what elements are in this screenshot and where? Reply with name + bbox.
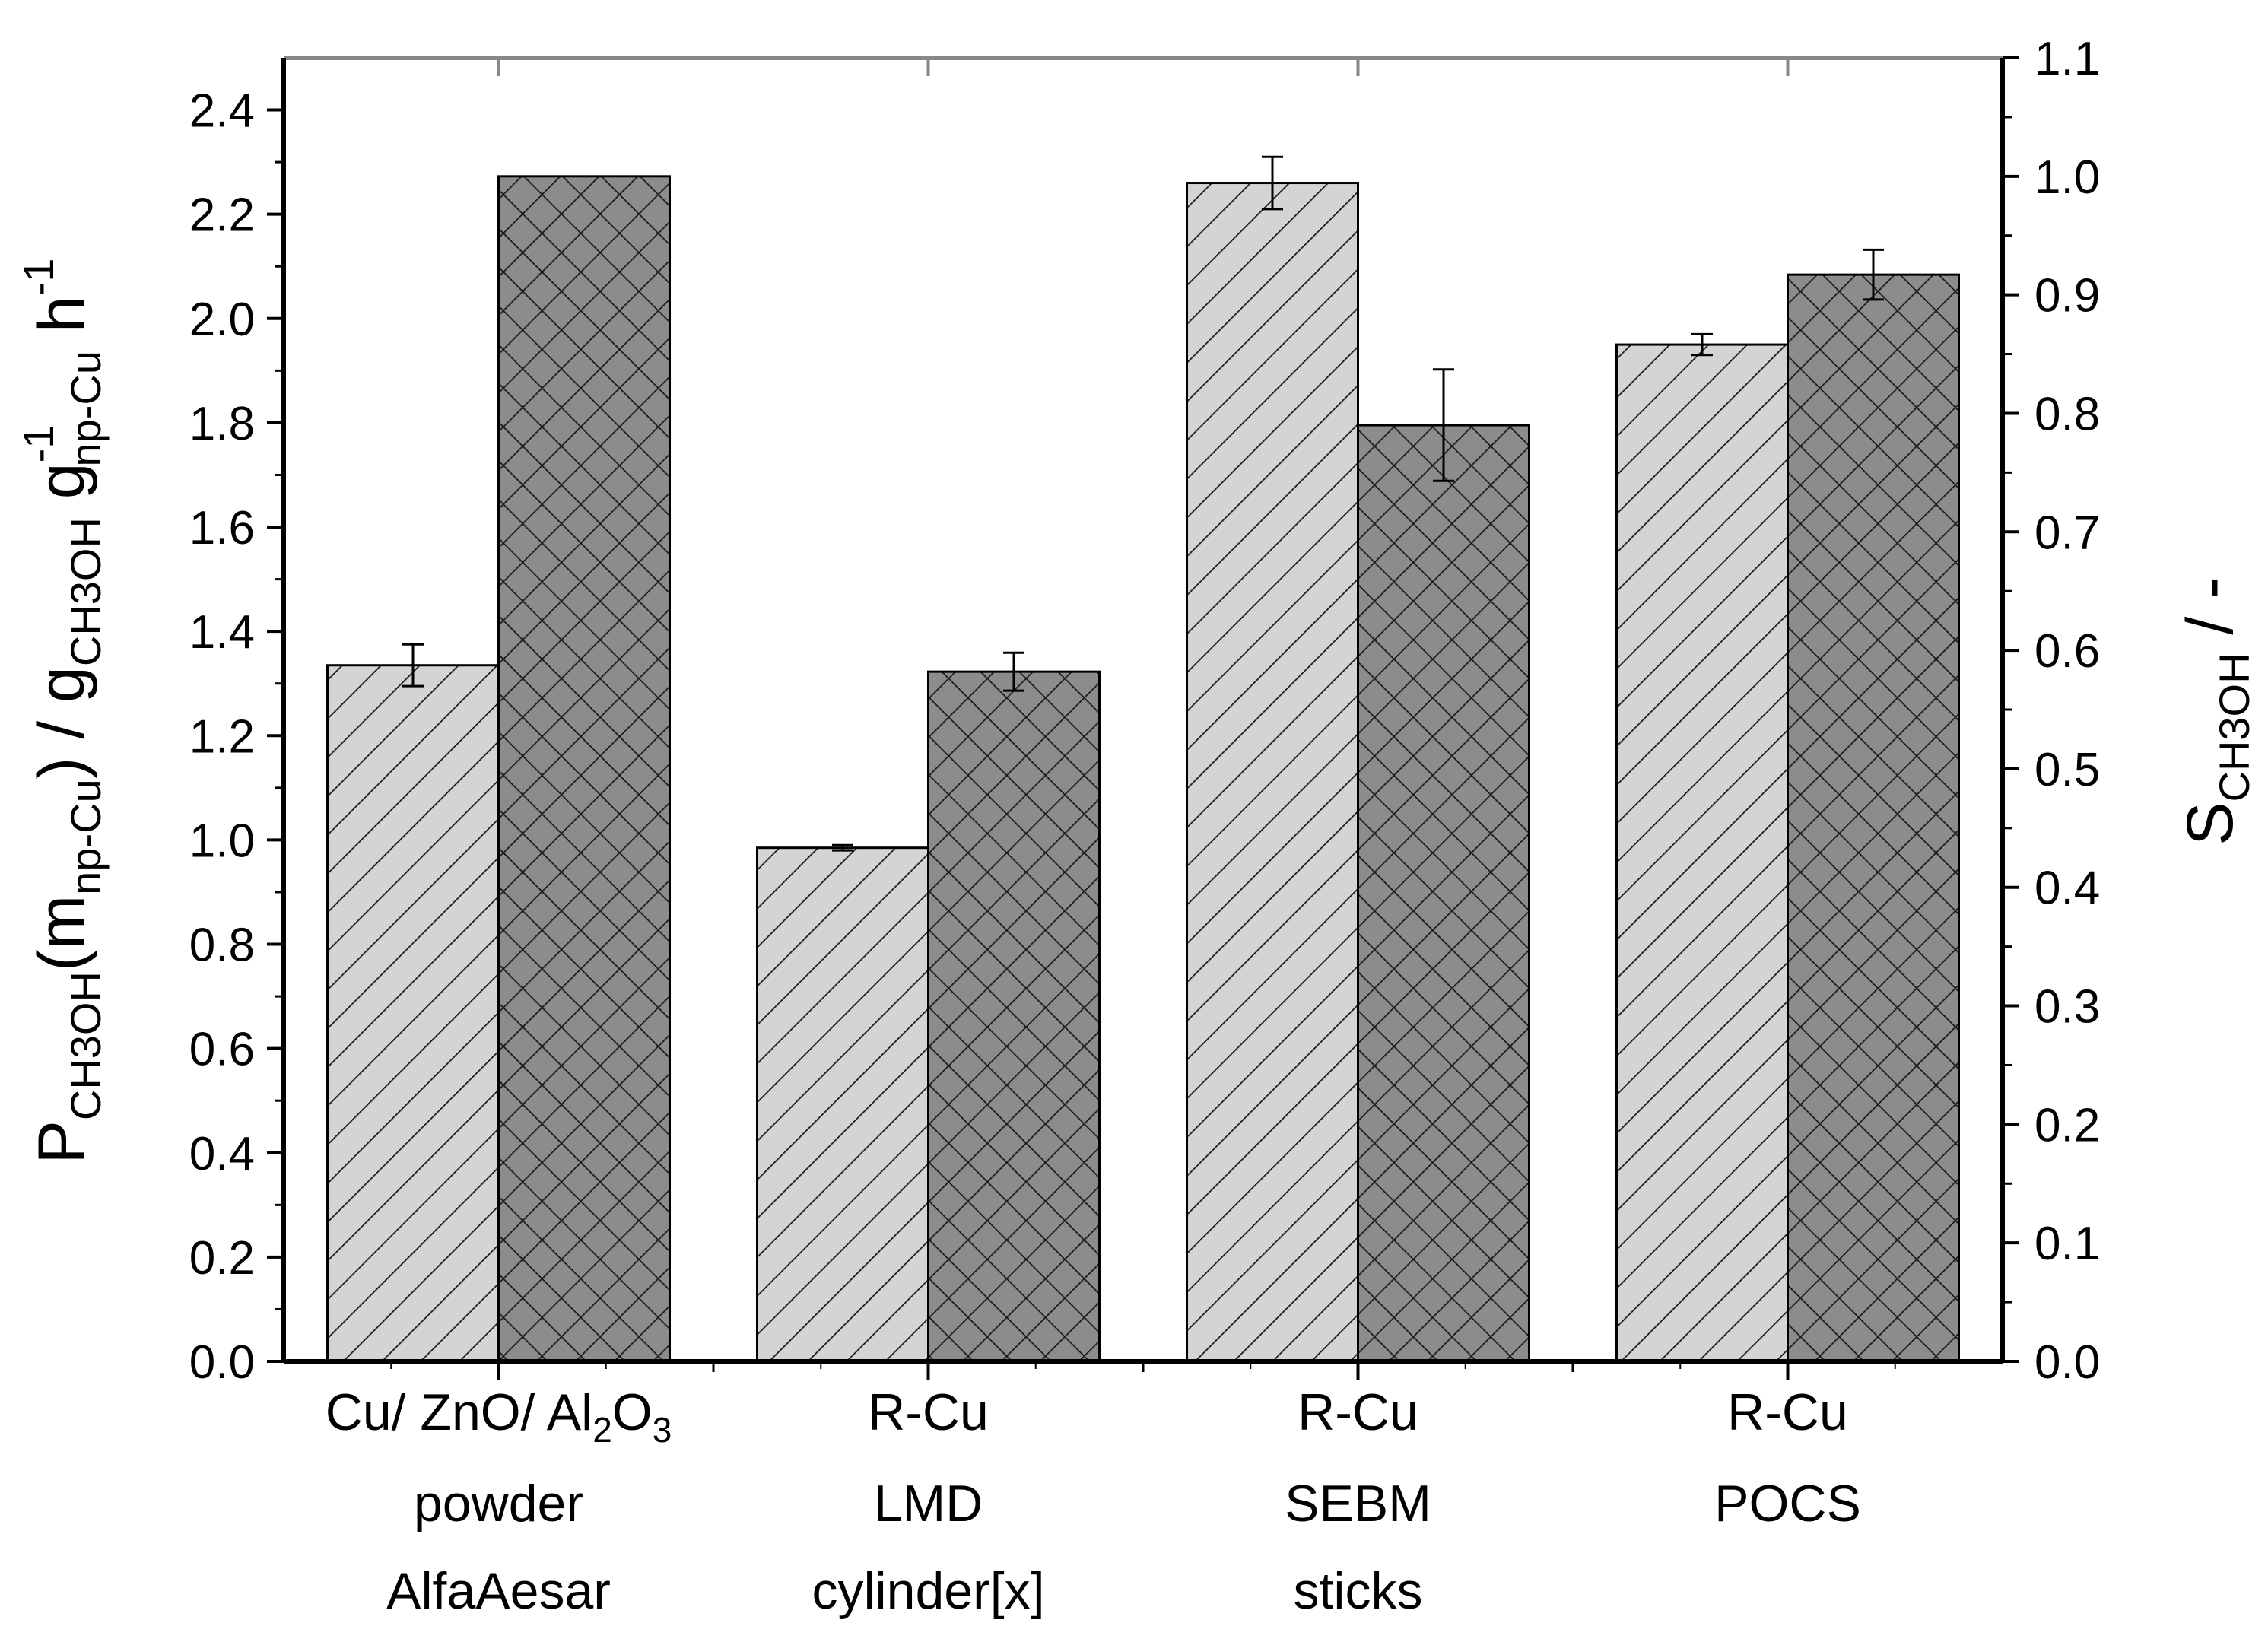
y-right-tick-label: 0.2 bbox=[2035, 1099, 2100, 1151]
y-right-tick-label: 0.6 bbox=[2035, 625, 2100, 678]
x-category-label: POCS bbox=[1714, 1475, 1861, 1532]
y-left-axis-title: PCH3OH(mnp-Cu) / gCH3OH g-1np-Cu h-1 bbox=[14, 259, 110, 1164]
bar-selectivity-0 bbox=[497, 175, 671, 1363]
y-left-tick-label: 0.4 bbox=[189, 1128, 255, 1180]
ticks-layer bbox=[267, 56, 2019, 1380]
y-right-tick-label: 0.8 bbox=[2035, 388, 2100, 440]
y-right-tick-label: 0.7 bbox=[2035, 507, 2100, 559]
y-right-tick-label: 0.4 bbox=[2035, 862, 2100, 915]
bar-selectivity-3 bbox=[1787, 273, 1960, 1363]
x-category-label: R-Cu bbox=[1727, 1383, 1848, 1441]
x-category-label: powder bbox=[414, 1475, 583, 1532]
error-bars-layer bbox=[402, 155, 1884, 852]
x-category-label: SEBM bbox=[1285, 1475, 1431, 1532]
labels-layer: 0.0 0.2 0.4 0.6 0.8 1.0 1.2 1.4 1.6 1.8 2.0 2.2 2.4 0… bbox=[189, 33, 2100, 1620]
bar-productivity-1 bbox=[756, 846, 929, 1363]
bar-productivity-0 bbox=[326, 664, 500, 1363]
y-right-tick-label: 1.0 bbox=[2035, 151, 2100, 204]
y-right-tick-label: 1.1 bbox=[2035, 33, 2100, 85]
y-left-tick-label: 1.4 bbox=[189, 606, 255, 659]
bar-productivity-3 bbox=[1615, 343, 1789, 1363]
y-left-tick-label: 1.2 bbox=[189, 710, 255, 763]
y-left-tick-label: 0.6 bbox=[189, 1024, 255, 1076]
y-left-tick-label: 1.0 bbox=[189, 815, 255, 867]
y-right-tick-label: 0.3 bbox=[2035, 981, 2100, 1034]
y-left-tick-label: 2.0 bbox=[189, 294, 255, 346]
y-left-tick-label: 2.4 bbox=[189, 85, 255, 138]
y-left-tick-label: 0.8 bbox=[189, 919, 255, 972]
x-category-label: cylinder[x] bbox=[812, 1562, 1044, 1620]
x-category-label: R-Cu bbox=[1298, 1383, 1418, 1441]
y-left-tick-label: 0.0 bbox=[189, 1336, 255, 1389]
x-category-label: LMD bbox=[874, 1475, 983, 1532]
x-category-label: Cu/ ZnO/ Al2O3 bbox=[326, 1383, 672, 1450]
y-right-axis-title: SCH3OH / - bbox=[2174, 576, 2258, 846]
bar-selectivity-2 bbox=[1357, 424, 1530, 1363]
bar-selectivity-1 bbox=[927, 670, 1101, 1363]
y-left-tick-label: 0.2 bbox=[189, 1232, 255, 1285]
bars-layer bbox=[326, 175, 1960, 1363]
y-left-tick-label: 2.2 bbox=[189, 189, 255, 242]
x-category-label: R-Cu bbox=[868, 1383, 989, 1441]
y-right-tick-label: 0.9 bbox=[2035, 270, 2100, 322]
x-category-label: AlfaAesar bbox=[386, 1562, 611, 1620]
y-right-tick-label: 0.0 bbox=[2035, 1336, 2100, 1389]
y-right-tick-label: 0.1 bbox=[2035, 1218, 2100, 1270]
bar-productivity-2 bbox=[1186, 182, 1359, 1363]
y-left-tick-label: 1.8 bbox=[189, 398, 255, 450]
x-category-label: sticks bbox=[1294, 1562, 1423, 1620]
y-left-tick-label: 1.6 bbox=[189, 502, 255, 554]
y-right-tick-label: 0.5 bbox=[2035, 744, 2100, 796]
